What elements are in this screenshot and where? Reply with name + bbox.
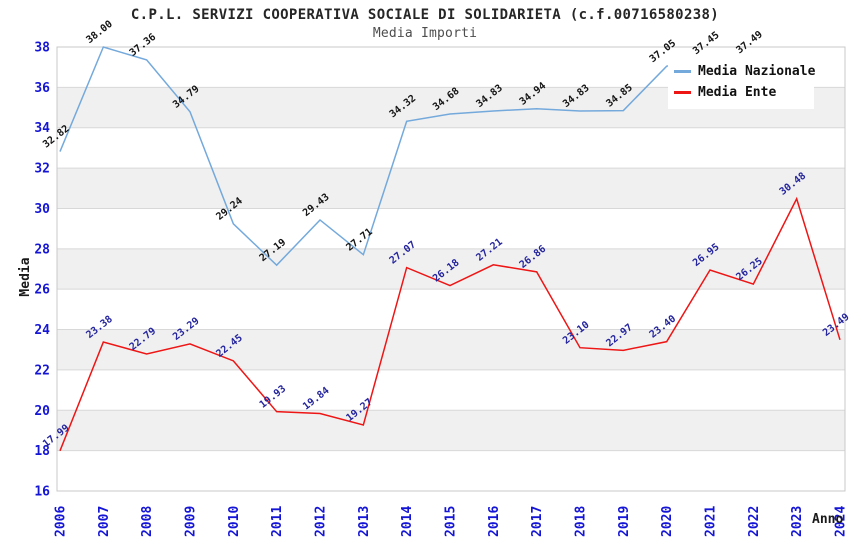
plot-band — [57, 168, 845, 209]
y-tick-label: 38 — [34, 41, 50, 56]
y-tick-label: 20 — [34, 404, 50, 419]
x-tick-label: 2024 — [834, 506, 849, 537]
legend-item-media-nazionale: Media Nazionale — [674, 61, 816, 82]
x-tick-label: 2013 — [357, 506, 372, 537]
x-tick-label: 2019 — [617, 506, 632, 537]
x-tick-label: 2007 — [97, 506, 112, 537]
y-tick-label: 22 — [34, 363, 50, 378]
x-tick-label: 2020 — [660, 506, 675, 537]
legend: Media Nazionale Media Ente — [668, 56, 816, 109]
media-nazionale-line-swatch-icon — [674, 70, 691, 73]
y-tick-label: 36 — [34, 81, 50, 96]
x-tick-label: 2017 — [530, 506, 545, 537]
legend-label: Media Ente — [698, 85, 777, 100]
series-line-media-ente — [59, 196, 841, 452]
y-tick-label: 18 — [34, 444, 50, 459]
x-tick-label: 2012 — [314, 506, 329, 537]
y-tick-label: 28 — [34, 242, 50, 257]
y-tick-label: 16 — [34, 485, 50, 500]
x-tick-label: 2010 — [227, 506, 242, 537]
data-point-label: 37.36 — [128, 32, 158, 59]
legend-label: Media Nazionale — [698, 64, 816, 79]
media-ente-line-swatch-icon — [674, 91, 691, 94]
plot-band — [57, 329, 845, 370]
x-tick-label: 2008 — [140, 506, 155, 537]
x-tick-label: 2022 — [747, 506, 762, 537]
plot-band — [57, 410, 845, 451]
y-tick-label: 26 — [34, 283, 50, 298]
x-tick-label: 2023 — [790, 506, 805, 537]
y-tick-label: 32 — [34, 162, 50, 177]
x-axis-title: Anno — [812, 512, 844, 527]
y-tick-label: 34 — [34, 121, 50, 136]
x-tick-label: 2015 — [444, 506, 459, 537]
x-tick-label: 2009 — [184, 506, 199, 537]
chart-title: C.P.L. SERVIZI COOPERATIVA SOCIALE DI SO… — [130, 7, 720, 23]
y-tick-label: 30 — [34, 202, 50, 217]
data-point-label: 38.00 — [84, 19, 114, 46]
x-tick-label: 2006 — [54, 506, 69, 537]
data-point-label: 37.49 — [734, 29, 764, 56]
plot-border — [56, 46, 846, 492]
y-tick-label: 24 — [34, 323, 50, 338]
legend-item-media-ente: Media Ente — [674, 82, 814, 103]
series-line-media-nazionale — [59, 46, 754, 267]
x-tick-label: 2021 — [704, 506, 719, 537]
plot-band — [57, 248, 845, 290]
chart-subtitle: Media Importi — [372, 26, 478, 41]
x-tick-label: 2016 — [487, 506, 502, 537]
x-tick-label: 2018 — [574, 506, 589, 537]
x-tick-label: 2011 — [270, 506, 285, 537]
data-point-label: 37.45 — [691, 30, 721, 57]
x-tick-label: 2014 — [400, 506, 415, 537]
data-point-label: 19.84 — [301, 385, 331, 412]
